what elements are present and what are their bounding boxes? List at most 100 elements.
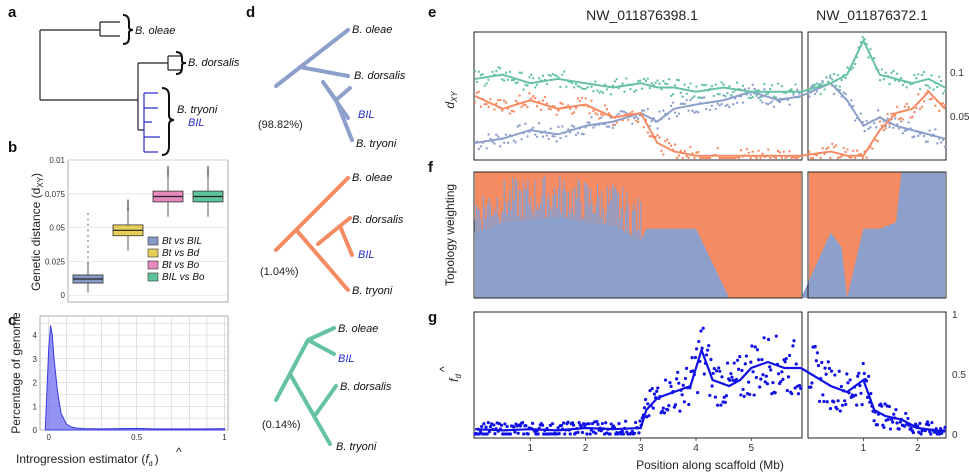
dxy-point [934, 128, 937, 131]
dxy-ylabel-sub: XY [450, 91, 459, 103]
dxy-point [876, 109, 880, 112]
dxy-point [497, 135, 500, 138]
topo-frame-right [807, 171, 947, 299]
fd-point [663, 378, 668, 382]
dxy-point [594, 112, 597, 115]
dxy-point [615, 121, 618, 124]
dxy-point [778, 100, 782, 104]
dxy-point [922, 70, 926, 74]
dxy-point [514, 99, 517, 103]
density-xlabel-hat: ^ [176, 445, 182, 459]
tree-d3 [274, 326, 338, 446]
dxy-point [901, 131, 905, 135]
dxy-point [913, 135, 916, 138]
fd-point [756, 358, 761, 362]
fd-ytick-1: 0.5 [952, 370, 966, 381]
fd-point [862, 371, 866, 376]
fd-point [504, 432, 508, 436]
dxy-point [592, 126, 595, 129]
dxy-point [886, 112, 889, 116]
dxy-point [640, 87, 644, 90]
dxy-point [815, 90, 819, 93]
fd-point [680, 393, 684, 397]
boxplot-outlier [126, 200, 130, 203]
dxy-point [681, 95, 684, 98]
dxy-point [701, 83, 704, 87]
dxy-point [499, 145, 502, 148]
fd-ylabel-main: f [447, 377, 461, 382]
dxy-point [926, 140, 929, 143]
dxy-point [724, 156, 727, 160]
dxy-point [510, 79, 514, 82]
density-xlabel: Introgression estimator (fd) [16, 452, 159, 468]
dxy-point [489, 98, 492, 101]
boxplot-outlier [126, 203, 130, 206]
dxy-point [716, 92, 719, 96]
fd-point [687, 402, 691, 407]
dxy-point [726, 103, 729, 107]
fd-point [563, 432, 567, 436]
fd-ytick-0: 1 [952, 310, 958, 321]
dxy-point [576, 97, 580, 100]
dxy-point [673, 84, 677, 87]
dxy-point [850, 156, 853, 159]
legend-label: BIL vs Bo [162, 272, 205, 283]
fd-point [892, 412, 896, 416]
dxy-point [648, 135, 651, 138]
fd-point [711, 371, 715, 376]
dxy-point [666, 82, 669, 86]
dxy-point [570, 124, 574, 127]
fd-point [660, 409, 664, 413]
fd-point [730, 375, 734, 379]
fd-point [843, 399, 847, 403]
dxy-point [687, 86, 690, 89]
dxy-point [559, 101, 562, 105]
fd-point [752, 393, 756, 397]
dxy-point [708, 108, 712, 112]
tree-d3-bil: BIL [338, 353, 355, 365]
fd-point [810, 381, 814, 385]
fd-point [790, 392, 794, 396]
dxy-point [681, 102, 684, 105]
dxy-point [852, 104, 855, 108]
fd-point [596, 422, 600, 426]
dxy-point [882, 128, 886, 132]
dxy-point [701, 96, 704, 100]
panel-label-e: e [428, 4, 436, 21]
tree-d1-branches [274, 28, 354, 142]
dxy-point [817, 83, 821, 86]
dxy-point [592, 109, 595, 113]
label-b-oleae-a: B. oleae [135, 25, 175, 37]
dxy-point [888, 82, 891, 86]
dxy-point [642, 77, 646, 81]
boxplot-ytick-label: 0.025 [45, 257, 66, 266]
boxplot-outlier [166, 168, 170, 172]
dxy-point [561, 73, 564, 76]
dxy-point [574, 133, 578, 137]
fd-point [860, 402, 864, 407]
fd-point [482, 422, 486, 426]
fd-point [838, 409, 842, 413]
dxy-point [518, 94, 521, 97]
fd-point [867, 374, 871, 378]
fd-point [734, 377, 739, 382]
dxy-point [922, 100, 926, 103]
fd-point [666, 408, 670, 412]
dxy-point [621, 82, 624, 85]
dxy-point [819, 92, 822, 96]
dxy-point [625, 77, 628, 80]
dxy-point [574, 106, 578, 110]
fd-point [822, 399, 826, 404]
fd-point [928, 430, 932, 434]
panel-label-b: b [8, 139, 17, 156]
fd-point [668, 381, 672, 385]
dxy-point [518, 71, 521, 74]
tree-a-dorsalis [167, 55, 182, 71]
legend-label: Bt vs Bd [162, 248, 200, 259]
dxy-point [629, 87, 632, 91]
dxy-point [563, 70, 566, 73]
dxy-point [796, 156, 799, 160]
tree-d2 [274, 176, 354, 292]
fd-point [713, 395, 717, 399]
boxplot-outlier [126, 202, 130, 205]
